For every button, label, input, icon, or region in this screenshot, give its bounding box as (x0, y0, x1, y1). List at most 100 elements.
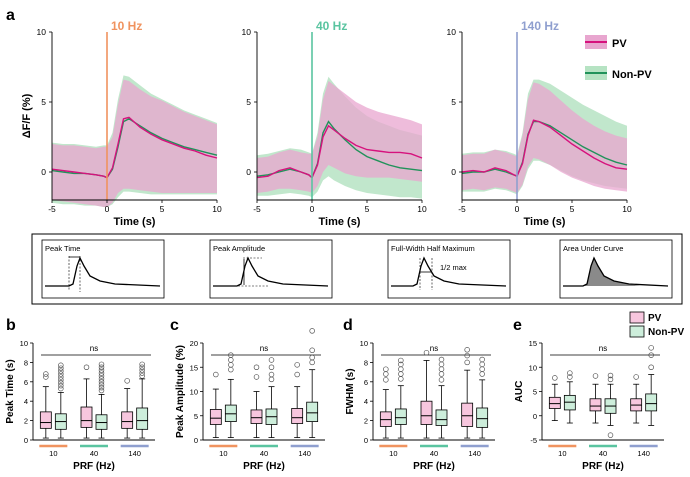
outlier-nonpv (268, 376, 275, 383)
x-tick-label: 5 (365, 204, 370, 214)
y-tick-label: 10 (529, 363, 537, 372)
band-pv (257, 81, 422, 193)
y-tick-label: 2 (364, 417, 368, 426)
x-tick-label: -5 (253, 204, 261, 214)
outlier-nonpv (98, 381, 105, 388)
outlier-nonpv (567, 370, 573, 376)
x-tick-label: 10 (417, 204, 427, 214)
group-label: 140 (298, 449, 311, 458)
trace-panel-140hz: 140 Hz 0 5 10 -5 0 5 10 Time (s) (447, 19, 632, 228)
outlier-nonpv (479, 361, 485, 368)
outlier-nonpv (98, 373, 105, 379)
outlier-nonpv (98, 376, 105, 382)
x-tick-label: 5 (160, 204, 165, 214)
outlier-nonpv (58, 382, 64, 389)
x-axis-label: Time (s) (319, 216, 361, 228)
group-label: 40 (430, 449, 438, 458)
y-tick-label: 4 (364, 397, 368, 406)
x-tick-label: 0 (105, 204, 110, 214)
outlier-nonpv (268, 371, 275, 378)
mean-line-pv (461, 119, 628, 178)
outlier-nonpv (309, 354, 315, 361)
metric-peak-amplitude: Peak Amplitude (209, 239, 333, 299)
x-axis-label: PRF (Hz) (413, 461, 455, 472)
mean-line-pv (51, 116, 218, 179)
x-tick-label: 0 (310, 204, 315, 214)
outlier-nonpv (607, 372, 614, 379)
y-tick-label: 0 (194, 436, 198, 445)
y-tick-label: 0 (246, 167, 251, 177)
outlier-nonpv (98, 364, 105, 371)
outlier-nonpv (648, 345, 654, 351)
y-tick-label: 15 (529, 339, 537, 348)
y-tick-label: 10 (242, 27, 252, 37)
outlier-nonpv (98, 361, 105, 368)
box-nonpv (476, 407, 489, 428)
y-tick-label: 0 (364, 436, 368, 445)
outlier-pv (124, 378, 130, 384)
y-axis-label: Peak Time (s) (5, 359, 16, 423)
y-tick-label: 8 (364, 358, 368, 367)
y-axis-label: Peak Amplitude (%) (175, 345, 186, 438)
x-tick-label: -5 (458, 204, 466, 214)
legend-bottom-nonpv-swatch (629, 325, 645, 338)
box-pv (80, 406, 93, 428)
outlier-pv (253, 364, 260, 371)
outlier-nonpv (58, 362, 64, 369)
outlier-pv (213, 371, 219, 378)
outlier-nonpv (438, 361, 445, 368)
outlier-pv (43, 374, 49, 380)
metrics-strip-frame (31, 233, 683, 305)
group-label: 10 (558, 449, 566, 458)
y-tick-label: -5 (530, 436, 537, 445)
metric-peak-time: Peak Time (41, 239, 165, 299)
outlier-nonpv (98, 370, 105, 376)
metric-fwhm-curve (391, 256, 507, 287)
outlier-pv (633, 374, 639, 380)
outlier-nonpv (58, 374, 64, 380)
metric-fwhm-box (387, 239, 511, 299)
y-axis-label: AUC (514, 381, 525, 403)
outlier-nonpv (438, 366, 445, 372)
y-tick-label: 4 (24, 397, 28, 406)
mean-line-pv (256, 124, 423, 179)
outlier-nonpv (139, 364, 145, 371)
outlier-pv (464, 347, 470, 353)
metric-peak-amplitude-box (209, 239, 333, 299)
x-axis-label: Time (s) (524, 216, 566, 228)
outlier-nonpv (228, 366, 234, 373)
box-nonpv (136, 407, 149, 430)
outlier-nonpv (398, 376, 404, 382)
outlier-nonpv (58, 371, 64, 377)
outlier-nonpv (607, 376, 614, 383)
x-tick-label: 0 (515, 204, 520, 214)
y-tick-label: 5 (246, 97, 251, 107)
box-pv (548, 396, 561, 409)
metric-fwhm-title: Full-Width Half Maximum (391, 244, 475, 253)
outlier-pv (592, 373, 599, 379)
y-tick-label: 8 (24, 358, 28, 367)
legend-bottom-pv-swatch (629, 311, 645, 324)
group-label: 10 (389, 449, 397, 458)
box-pv (420, 400, 433, 425)
panel-title: 10 Hz (111, 19, 142, 33)
outlier-nonpv (438, 371, 445, 377)
outlier-pv (464, 359, 470, 366)
group-label: 140 (468, 449, 481, 458)
outlier-pv (83, 364, 90, 371)
outlier-nonpv (58, 365, 64, 371)
box-nonpv (394, 408, 407, 425)
outlier-nonpv (228, 352, 234, 358)
legend-top-nonpv-label: Non-PV (612, 69, 652, 81)
panel-title: 140 Hz (521, 19, 559, 33)
outlier-nonpv (398, 361, 404, 368)
outlier-nonpv (139, 361, 145, 368)
outlier-nonpv (479, 371, 485, 377)
outlier-nonpv (479, 356, 485, 363)
box-pv (461, 402, 474, 427)
outlier-nonpv (268, 357, 275, 363)
group-label: 10 (219, 449, 227, 458)
box-pv (589, 398, 602, 412)
outlier-nonpv (398, 357, 404, 364)
